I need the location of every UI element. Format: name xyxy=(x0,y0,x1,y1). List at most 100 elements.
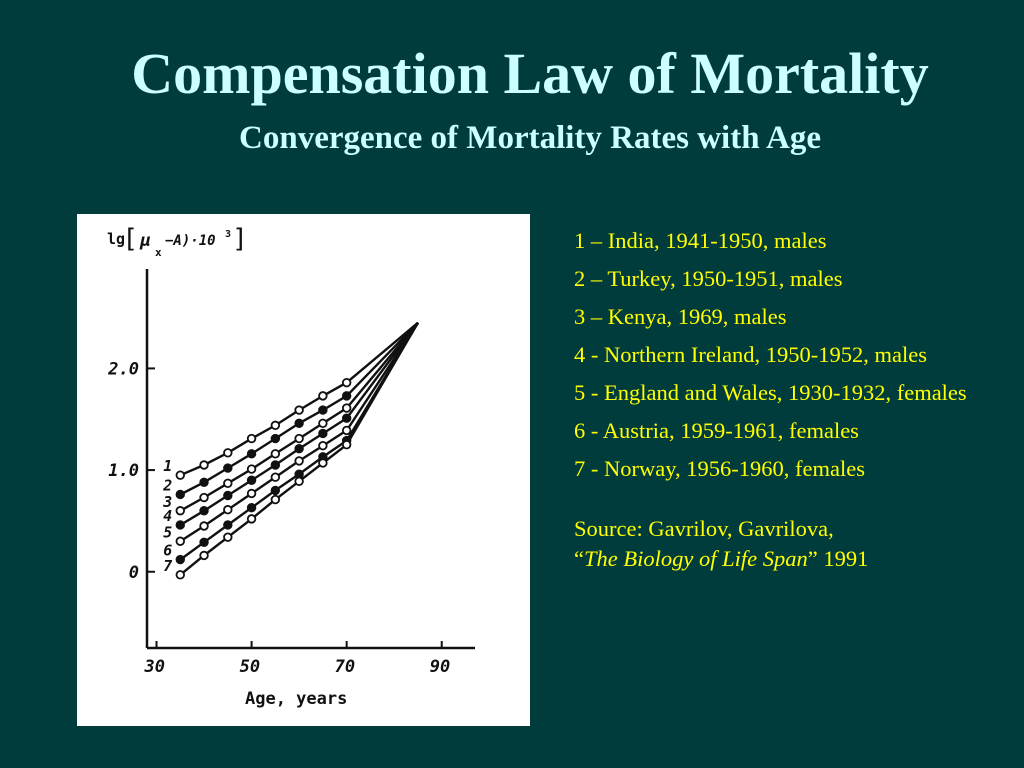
legend-item: 6 - Austria, 1959-1961, females xyxy=(574,418,859,443)
y-axis-label-prefix: lg xyxy=(107,230,125,248)
y-axis-label: lg [ μ x −A)·10 3 ] xyxy=(107,224,244,259)
series-number-label: 3 xyxy=(162,493,172,511)
data-point-series-4 xyxy=(270,460,281,470)
data-point-series-5 xyxy=(341,425,352,436)
y-axis-label-open-bracket: [ xyxy=(126,224,136,254)
source-year: 1991 xyxy=(817,546,869,571)
legend-items: 1 – India, 1941-1950, males 2 – Turkey, 1… xyxy=(574,226,994,484)
data-point-series-2 xyxy=(318,405,328,415)
source-authors: Source: Gavrilov, Gavrilova, xyxy=(574,516,834,541)
series-line-5 xyxy=(179,322,420,543)
y-axis-label-subscript: x xyxy=(155,246,162,259)
data-point-series-4 xyxy=(175,520,185,530)
data-point-series-7 xyxy=(223,532,233,542)
data-point-series-6 xyxy=(175,554,185,565)
data-point-series-4 xyxy=(318,428,328,439)
data-point-series-3 xyxy=(246,464,257,474)
data-point-series-5 xyxy=(294,456,304,466)
legend-item: 7 - Norway, 1956-1960, females xyxy=(574,456,865,481)
data-point-series-7 xyxy=(270,494,281,505)
source-book-line: “The Biology of Life Span” 1991 xyxy=(574,544,994,574)
data-point-series-2 xyxy=(199,477,209,487)
data-point-series-1 xyxy=(318,391,328,401)
series-number-label: 6 xyxy=(163,542,172,560)
data-point-series-7 xyxy=(246,514,257,524)
data-point-series-3 xyxy=(294,433,304,444)
x-tick-label: 30 xyxy=(144,657,165,677)
series-number-label: 2 xyxy=(162,476,172,494)
data-point-series-1 xyxy=(199,460,209,470)
source-book-title: The Biology of Life Span xyxy=(584,546,808,571)
x-tick-label: 50 xyxy=(240,657,260,677)
data-point-series-6 xyxy=(246,503,257,513)
data-point-series-1 xyxy=(294,405,304,415)
data-point-series-3 xyxy=(175,506,185,516)
data-point-series-6 xyxy=(199,537,209,547)
data-point-series-1 xyxy=(223,448,233,458)
data-point-series-2 xyxy=(175,489,185,500)
data-point-series-3 xyxy=(199,492,209,503)
y-tick-label: 0 xyxy=(129,563,139,583)
data-point-series-2 xyxy=(341,391,352,401)
legend-item: 1 – India, 1941-1950, males xyxy=(574,228,827,253)
data-point-series-3 xyxy=(270,449,281,459)
series-points xyxy=(175,377,352,580)
data-point-series-7 xyxy=(175,570,185,580)
source-open-quote: “ xyxy=(574,546,584,571)
y-axis-label-mu: μ xyxy=(139,230,151,251)
source-close-quote: ” xyxy=(807,546,818,571)
slide-title: Compensation Law of Mortality xyxy=(131,41,929,106)
data-point-series-7 xyxy=(294,476,304,486)
source-citation: Source: Gavrilov, Gavrilova, “The Biolog… xyxy=(574,514,994,574)
data-point-series-6 xyxy=(223,520,233,530)
x-tick-label: 90 xyxy=(430,657,450,677)
data-point-series-7 xyxy=(199,550,209,561)
y-tick-label: 1.0 xyxy=(108,461,139,481)
data-point-series-5 xyxy=(223,505,233,515)
data-point-series-4 xyxy=(223,490,233,501)
x-axis-label: Age, years xyxy=(245,689,347,709)
data-point-series-3 xyxy=(223,478,233,488)
y-axis-label-rest: −A)·10 xyxy=(165,233,216,249)
data-point-series-5 xyxy=(270,472,281,482)
legend-item: 2 – Turkey, 1950-1951, males xyxy=(574,266,843,291)
series-number-label: 4 xyxy=(163,507,172,525)
y-axis-label-superscript: 3 xyxy=(225,229,231,240)
legend-item: 5 - England and Wales, 1930-1932, female… xyxy=(574,380,967,405)
data-point-series-1 xyxy=(175,470,185,480)
y-tick-label: 2.0 xyxy=(107,359,139,379)
y-axis-label-close-bracket: ] xyxy=(234,224,244,254)
data-point-series-6 xyxy=(270,485,281,496)
data-point-series-4 xyxy=(199,506,209,516)
data-point-series-2 xyxy=(223,463,233,473)
data-point-series-5 xyxy=(246,488,257,499)
data-point-series-7 xyxy=(341,439,352,450)
data-point-series-5 xyxy=(175,536,185,546)
data-point-series-5 xyxy=(318,440,328,451)
data-point-series-2 xyxy=(294,418,304,429)
axis-ticks: 30 50 70 90 0 1.0 2.0 xyxy=(107,359,450,677)
data-point-series-1 xyxy=(246,433,257,444)
data-point-series-7 xyxy=(318,458,328,468)
series-number-label: 1 xyxy=(163,457,172,475)
data-point-series-2 xyxy=(270,433,281,444)
data-point-series-4 xyxy=(341,413,352,423)
slide-subtitle: Convergence of Mortality Rates with Age xyxy=(239,120,821,156)
data-point-series-4 xyxy=(246,475,257,485)
data-point-series-4 xyxy=(294,444,304,454)
data-point-series-1 xyxy=(341,377,352,388)
legend: 1 – India, 1941-1950, males 2 – Turkey, 1… xyxy=(574,226,994,574)
legend-item: 4 - Northern Ireland, 1950-1952, males xyxy=(574,342,928,367)
data-point-series-5 xyxy=(199,521,209,531)
series-number-label: 5 xyxy=(163,523,172,541)
legend-item: 3 – Kenya, 1969, males xyxy=(574,304,787,329)
data-point-series-3 xyxy=(318,418,328,429)
data-point-series-3 xyxy=(341,403,352,413)
data-point-series-2 xyxy=(246,449,257,459)
x-tick-label: 70 xyxy=(335,657,355,677)
series-number-label: 7 xyxy=(163,557,172,575)
data-point-series-1 xyxy=(270,420,281,431)
